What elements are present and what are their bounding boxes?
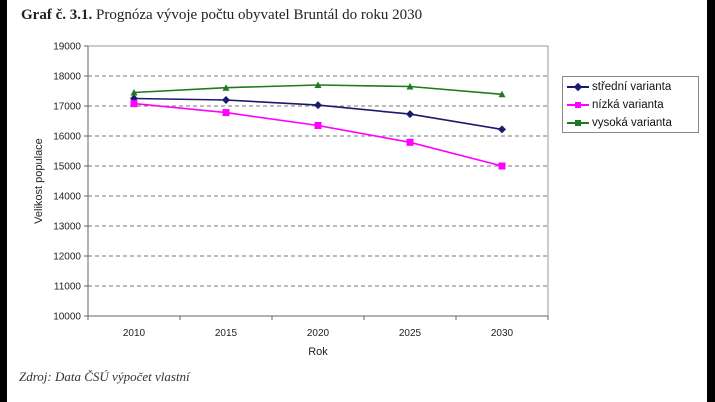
x-tick-label: 2010: [123, 328, 146, 339]
y-tick-label: 14000: [53, 192, 81, 203]
y-tick-label: 12000: [53, 252, 81, 263]
line-chart: 10000 11000 12000 13000 14000 15000 16000 17000…: [33, 42, 549, 358]
data-point-nizka-varianta: [498, 162, 506, 170]
legend: střední varianta nízká varianta vysoká var…: [562, 76, 699, 133]
y-tick-label: 10000: [53, 312, 81, 323]
title-text: Prognóza vývoje počtu obyvatel Bruntál d…: [92, 7, 423, 23]
legend-label: vysoká varianta: [592, 116, 672, 129]
legend-item-nizka-varianta: nízká varianta: [563, 96, 698, 113]
data-point-vysoka-varianta: [498, 90, 506, 98]
data-point-nizka-varianta: [222, 109, 230, 117]
data-point-nizka-varianta: [314, 122, 322, 129]
y-tick-label: 13000: [53, 222, 81, 233]
legend-label: střední varianta: [592, 80, 672, 93]
legend-item-vysoka-varianta: vysoká varianta: [563, 114, 698, 131]
data-point-nizka-varianta: [130, 100, 138, 108]
chart-title: Graf č. 3.1. Prognóza vývoje počtu obyva…: [21, 7, 422, 24]
data-point-stredni-varianta: [498, 125, 506, 134]
source-note: Zdroj: Data ČSÚ výpočet vlastní: [19, 369, 190, 384]
y-tick-label: 15000: [53, 162, 81, 173]
x-tick-label: 2025: [399, 328, 422, 339]
data-point-vysoka-varianta: [222, 84, 230, 91]
y-axis-label: Velikost populace: [33, 138, 45, 224]
legend-label: nízká varianta: [592, 98, 664, 111]
y-tick-label: 19000: [53, 42, 81, 53]
legend-swatch: [567, 119, 589, 126]
data-point-nizka-varianta: [406, 138, 414, 146]
data-point-stredni-varianta: [314, 101, 322, 110]
y-tick-label: 16000: [53, 132, 81, 143]
y-tick-label: 17000: [53, 102, 81, 113]
document-page: Graf č. 3.1. Prognóza vývoje počtu obyva…: [7, 0, 707, 402]
figure-number: Graf č. 3.1.: [21, 7, 93, 23]
data-point-stredni-varianta: [406, 110, 414, 119]
legend-swatch: [567, 82, 589, 91]
legend-swatch: [567, 101, 589, 108]
x-tick-label: 2015: [215, 328, 238, 339]
data-point-vysoka-varianta: [406, 83, 414, 90]
x-axis-label: Rok: [308, 346, 328, 358]
data-point-stredni-varianta: [222, 96, 230, 104]
x-tick-label: 2020: [307, 328, 330, 339]
y-tick-label: 18000: [53, 72, 81, 83]
data-point-vysoka-varianta: [314, 81, 322, 88]
legend-item-stredni-varianta: střední varianta: [563, 78, 698, 95]
y-tick-label: 11000: [54, 282, 82, 293]
x-tick-label: 2030: [491, 328, 514, 339]
data-point-vysoka-varianta: [130, 89, 138, 96]
